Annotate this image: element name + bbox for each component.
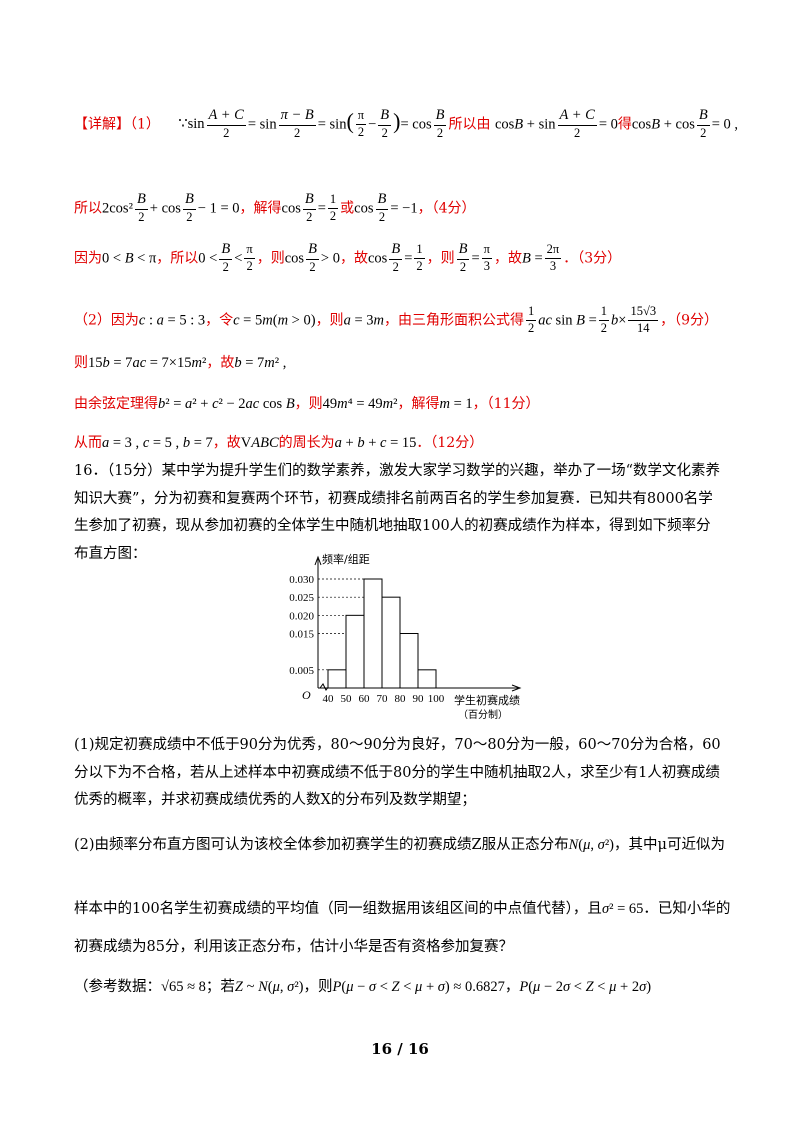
bar-60-70 <box>363 578 383 689</box>
solution-line-3: 因为0 < B < π，所以0 < B 2 < π 2 ，则cos B 2 > 0，故cos B 2 =… <box>74 241 622 274</box>
y-tick-label: 0.025 <box>289 592 314 604</box>
y-tick-label: 0.020 <box>289 610 314 622</box>
solution-line-5: 则15b = 7ac = 7×15m²，故b = 7m² , <box>74 355 287 371</box>
x-tick-label: 90 <box>413 693 425 705</box>
x-tick-label: 40 <box>323 693 335 705</box>
y-axis-label: 频率/组距 <box>322 552 370 566</box>
x-axis-label: 学生初赛成绩 <box>454 693 520 707</box>
solution-line-4: （2）因为c : a = 5 : 3，令c = 5m(m > 0)，则a = 3… <box>74 304 718 335</box>
solution-line-1: 【详解】（1） ∵sin A + C 2 = sin π − B 2 = sin(π 2− B 2… <box>74 107 739 140</box>
solution-line-2: 所以2cos² B 2 + cos B 2− 1 = 0，解得cos B 2 = 1 2 或cos B 2… <box>74 191 476 224</box>
y-tick-label: 0.015 <box>289 629 314 641</box>
bar-70-80 <box>381 596 401 689</box>
question-2-line-2: 样本中的100名学生初赛成绩的平均值（同一组数据用该组区间的中点值代替），且σ²… <box>74 901 731 917</box>
y-axis-arrow <box>314 555 322 566</box>
y-tick-label: 0.005 <box>289 665 314 677</box>
bar-40-50 <box>327 669 347 689</box>
question-1: (1)规定初赛成绩中不低于90分为优秀，80～90分为良好，70～80分为一般，… <box>74 737 721 809</box>
bar-80-90 <box>399 633 419 689</box>
x-tick-label: 60 <box>359 693 371 705</box>
x-axis-arrow <box>511 684 522 692</box>
x-tick-label: 100 <box>428 693 445 705</box>
page-number: 16 / 16 <box>371 1040 429 1058</box>
detail-tag: 【详解】 <box>74 116 130 133</box>
solution-line-7: 从而a = 3 , c = 5 , b = 7，故VABC的周长为a + b +… <box>74 435 484 451</box>
origin-label: O <box>302 688 311 702</box>
x-tick-label: 50 <box>341 693 353 705</box>
x-axis-sublabel: （百分制） <box>458 708 508 721</box>
bar-90-100 <box>417 669 437 689</box>
question-2-line-3: 初赛成绩为85分，利用该正态分布，估计小华是否有资格参加复赛？ <box>74 939 513 955</box>
bar-50-60 <box>345 614 365 689</box>
reference-data: （参考数据：√65 ≈ 8；若Z ~ N(μ, σ²)，则P(μ − σ < Z… <box>74 979 652 995</box>
solution-line-6: 由余弦定理得b² = a² + c² − 2ac cos B，则49m⁴ = 4… <box>74 396 540 412</box>
problem-intro: 16．（15分）某中学为提升学生们的数学素养，激发大家学习数学的兴趣，举办了一场… <box>74 463 721 562</box>
x-tick-label: 80 <box>395 693 407 705</box>
x-tick-label: 70 <box>377 693 389 705</box>
y-tick-label: 0.030 <box>289 574 314 586</box>
question-2-line-1: (2)由频率分布直方图可认为该校全体参加初赛学生的初赛成绩Z服从正态分布N(μ,… <box>74 837 725 853</box>
